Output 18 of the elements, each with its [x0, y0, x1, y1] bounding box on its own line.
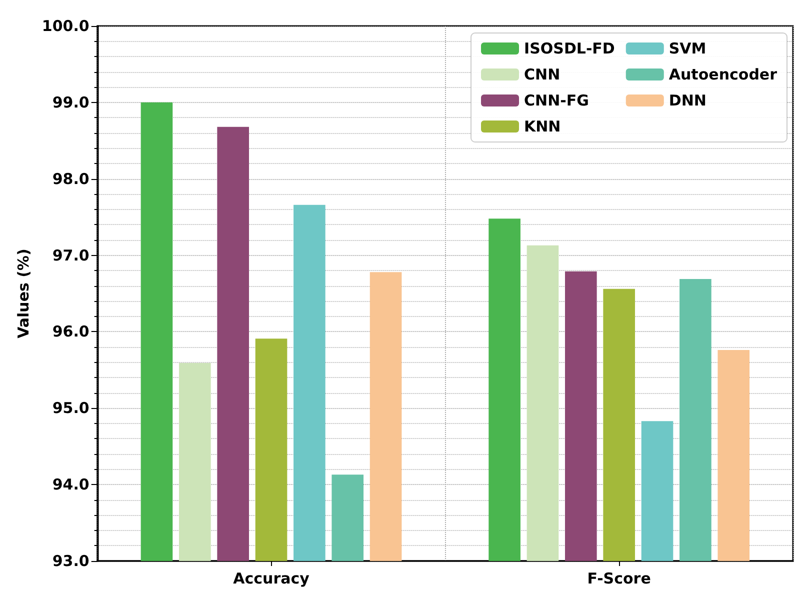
y-tick-label: 98.0 — [52, 170, 90, 188]
x-tick-label: F-Score — [587, 570, 651, 588]
legend-label: CNN-FG — [524, 92, 589, 110]
y-tick-label: 93.0 — [52, 552, 90, 570]
legend-label: CNN — [524, 66, 560, 84]
y-tick-label: 95.0 — [52, 399, 90, 418]
legend-label: ISOSDL-FD — [524, 40, 615, 58]
legend-label: SVM — [668, 40, 706, 58]
y-tick-label: 96.0 — [52, 322, 90, 341]
y-tick-label: 100.0 — [42, 17, 90, 35]
y-tick-label: 99.0 — [52, 93, 90, 112]
legend-label: KNN — [524, 118, 561, 136]
y-tick-label: 94.0 — [52, 476, 90, 494]
legend-label: DNN — [668, 92, 706, 110]
y-tick-label: 97.0 — [52, 246, 90, 264]
y-axis-title: Values (%) — [14, 248, 32, 338]
legend-label: Autoencoder — [668, 66, 778, 84]
x-tick-label: Accuracy — [233, 570, 310, 588]
